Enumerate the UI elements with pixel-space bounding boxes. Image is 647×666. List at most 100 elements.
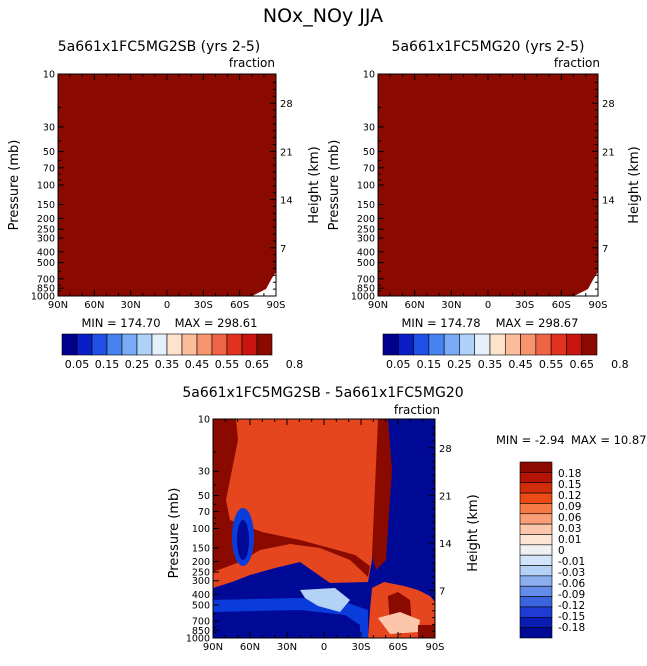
panel-3-ytick-label: 70 [198,507,210,518]
panel-3-field [213,419,435,638]
panel-2-ytick-label: 50 [363,147,375,158]
panel-3-colorbar-box [519,596,553,608]
panel-3-colorbar-box [519,523,553,535]
panel-3-y2tick-label: 14 [439,539,452,550]
panel-2-colorbar-label: 0.25 [447,358,472,371]
panel-2-colorbar-box [535,333,552,356]
panel-1-ylabel: Pressure (mb) [7,140,22,231]
panel-1-y2tick-label: 14 [280,196,293,207]
panel-1-colorbar-box [76,333,93,356]
panel-2-ytick-label: 700 [357,274,375,285]
panel-1-colorbar-label: 0.05 [65,358,90,371]
panel-1-colorbar-box [151,333,168,356]
panel-1-ytick-label: 500 [37,258,55,269]
panel-3-y2tick-label: 21 [439,491,452,502]
panel-3-xtick-label: 60N [240,642,260,653]
panel-1-colorbar-box [241,333,258,356]
panel-2-ytick-label: 200 [357,214,375,225]
panel-3-colorbar-box [519,482,553,494]
panel-2-xtick-label: 30S [515,300,534,311]
panel-1-colorbar-label: 0.25 [125,358,150,371]
panel-3-title: 5a661x1FC5MG2SB - 5a661x1FC5MG20 [182,385,463,401]
panel-3-colorbar-box [519,461,553,473]
panel-3-colorbar-box [519,627,553,639]
panel-3-units: fraction [394,403,440,417]
panel-2-colorbar-box [459,333,476,356]
panel-2-colorbar-box [504,333,521,356]
panel-2-colorbar-label: 0.65 [569,358,594,371]
panel-3-colorbar-box [519,575,553,587]
panel-3-ytick-label: 1000 [186,634,210,645]
panel-1-colorbar-box [106,333,123,356]
panel-1-colorbar-box [61,333,78,356]
panel-2-title: 5a661x1FC5MG20 (yrs 2-5) [392,39,585,55]
panel-3-colorbar-box [519,472,553,484]
panel-1-xtick-label: 60N [84,300,104,311]
panel-1-colorbar-label: 0.65 [245,358,270,371]
panel-2-xtick-label: 90N [368,300,388,311]
panel-3-ytick-label: 700 [192,617,210,628]
panel-3-ytick-label: 300 [192,576,210,587]
panel-2-ytick-label: 500 [357,258,375,269]
panel-2-ytick-label: 30 [363,122,375,133]
panel-3-colorbar-label: -0.06 [558,578,585,590]
panel-1-y2tick-label: 28 [280,99,293,110]
panel-1-ytick-label: 400 [37,247,55,258]
panel-3-colorbar-label: 0.18 [558,468,581,480]
panel-3-xtick-label: 30N [277,642,297,653]
panel-2-missing-area [574,272,598,296]
panel-1: 5a661x1FC5MG2SB (yrs 2-5) fraction Press… [7,39,322,371]
panel-2-xtick-label: 60N [405,300,425,311]
panel-3-max-label: MAX = 10.87 [571,433,647,447]
panel-2-ytick-label: 150 [357,200,375,211]
panel-1-units: fraction [229,56,275,70]
panel-1-ytick-label: 150 [37,200,55,211]
panel-3-xtick-label: 90S [425,642,444,653]
panel-2-y2tick-label: 14 [602,196,615,207]
panel-2-colorbar-box [550,333,567,356]
panel-3-colorbar-label: -0.09 [558,589,585,601]
panel-1-ytick-label: 200 [37,214,55,225]
panel-1-xtick-label: 0 [164,300,170,311]
panel-1-colorbar-label: 0.15 [95,358,120,371]
panel-3-ytick-label: 50 [198,491,210,502]
panel-1-ytick-label: 100 [37,181,55,192]
panel-2-colorbar-box [581,333,598,356]
panel-1-colorbar-box [121,333,138,356]
panel-2-colorbar-box [566,333,583,356]
panel-3: 5a661x1FC5MG2SB - 5a661x1FC5MG20 fractio… [167,385,647,653]
panel-3-colorbar-box [519,606,553,618]
panel-2-ytick-label: 1000 [351,292,375,303]
panel-1-ytick-label: 300 [37,233,55,244]
panel-3-colorbar-box [519,492,553,504]
panel-3-ytick-label: 850 [192,626,210,637]
panel-2-min-label: MIN = 174.78 [401,316,480,330]
panel-3-xtick-label: 30S [351,642,370,653]
panel-3-colorbar-label: 0.01 [558,534,581,546]
panel-1-colorbar-box [256,333,273,356]
panel-1-colorbar-box [226,333,243,356]
panel-3-colorbar-label: 0.06 [558,512,582,524]
panel-2-y2tick-label: 7 [602,244,608,255]
panel-1-colorbar-box [136,333,153,356]
panel-2-ytick-label: 10 [363,70,375,81]
panel-3-colorbar-box [519,503,553,515]
panel-2-ytick-label: 70 [363,163,375,174]
panel-2-units: fraction [554,56,600,70]
panel-1-field [58,74,276,296]
panel-3-colorbar-label: -0.18 [558,622,585,634]
panel-3-colorbar-label: 0.12 [558,490,581,502]
panel-3-ytick-label: 400 [192,590,210,601]
panel-1-max-label: MAX = 298.61 [175,316,258,330]
main-title: NOx_NOy JJA [263,5,383,27]
panel-1-ytick-label: 700 [37,274,55,285]
panel-3-colorbar-label: 0.09 [558,501,581,513]
panel-1-xtick-label: 90S [266,300,285,311]
panel-3-colorbar-label: -0.01 [558,556,585,568]
panel-3-ytick-label: 100 [192,524,210,535]
panel-1-colorbar-box [196,333,213,356]
panel-1-colorbar-label: 0.55 [215,358,240,371]
panel-2-ytick-label: 400 [357,247,375,258]
panel-2-colorbar-box [397,333,414,356]
